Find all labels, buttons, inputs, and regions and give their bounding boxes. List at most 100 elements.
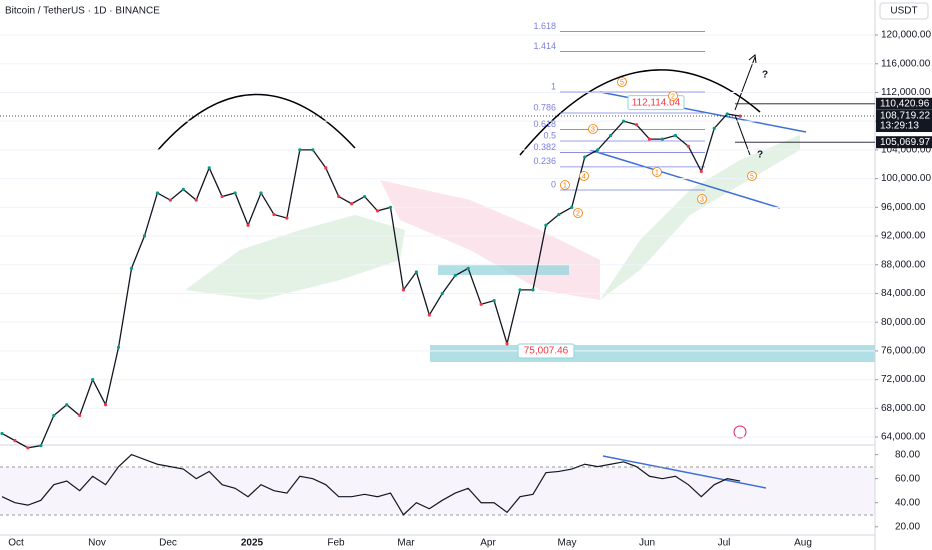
price-point [570, 205, 574, 209]
price-point [26, 446, 30, 450]
price-point [466, 266, 470, 270]
price-point [350, 202, 354, 206]
price-point [155, 191, 159, 195]
fib-label: 0.236 [533, 156, 556, 166]
fib-label: 0.618 [533, 119, 556, 129]
y-tick-label: 116,000.00 [881, 58, 931, 69]
x-tick-label: 2025 [241, 538, 264, 549]
rsi-tick-label: 40.00 [895, 497, 920, 508]
price-point [725, 112, 729, 116]
price-point [479, 302, 483, 306]
question-mark: ? [757, 150, 763, 161]
price-point [440, 291, 444, 296]
zone [430, 345, 875, 362]
fib-label: 1.618 [533, 21, 556, 31]
price-point [233, 191, 237, 195]
wave-circle [668, 91, 678, 101]
price-point [518, 288, 522, 292]
price-point [363, 194, 367, 199]
price-point [324, 166, 328, 170]
question-mark: ? [762, 70, 768, 81]
price-point [246, 223, 250, 227]
price-point [78, 413, 82, 418]
rsi-tick-label: 60.00 [895, 473, 920, 484]
x-tick-label: Nov [88, 538, 106, 549]
wave-label: 3 [700, 196, 704, 203]
wave-circle [579, 171, 589, 181]
price-point [52, 413, 56, 418]
rsi-trend-line [602, 455, 767, 489]
price-point [129, 266, 134, 270]
price-point [712, 126, 716, 130]
x-tick-label: Aug [794, 538, 812, 549]
arc [519, 69, 761, 156]
arrow-head [748, 54, 757, 64]
price-point [181, 187, 185, 191]
price-line [1, 113, 741, 449]
price-point [686, 144, 690, 148]
fib-label: 0.5 [543, 130, 556, 140]
y-tick-label: 112,000.00 [881, 87, 931, 98]
price-marker-label: 108,719.22 [880, 111, 930, 122]
price-point [207, 166, 211, 170]
price-point [596, 148, 600, 152]
price-marker-box [876, 110, 932, 133]
wave-label: 4 [582, 173, 586, 180]
price-point [311, 148, 315, 152]
wave-label: 1 [655, 169, 659, 176]
wave-label: 2 [576, 210, 580, 217]
wave-circle [652, 167, 662, 177]
price-point [453, 273, 457, 278]
y-tick-label: 68,000.00 [881, 403, 926, 414]
y-tick-label: 120,000.00 [881, 30, 931, 41]
price-point [557, 212, 561, 217]
price-point [220, 194, 224, 199]
price-marker-box [876, 97, 932, 110]
fib-label: 0 [551, 179, 556, 189]
x-tick-label: Feb [327, 538, 345, 549]
price-point [375, 209, 380, 213]
fib-label: 1.414 [533, 41, 556, 51]
x-tick-label: Oct [8, 538, 24, 549]
price-point [285, 216, 289, 220]
x-tick-label: Dec [159, 538, 177, 549]
wave-label: 2 [671, 93, 675, 100]
y-tick-label: 84,000.00 [881, 288, 926, 299]
rsi-band [0, 467, 875, 515]
price-point [583, 155, 587, 159]
wave-circle [560, 180, 570, 190]
price-point [647, 137, 652, 141]
zone [438, 265, 569, 275]
price-point [104, 403, 108, 407]
price-point [609, 133, 613, 138]
price-point [13, 439, 17, 443]
countdown: 13:29:13 [880, 121, 919, 132]
y-tick-label: 80,000.00 [881, 317, 926, 328]
rsi-line [1, 453, 741, 516]
wave-label: 5 [620, 79, 624, 86]
x-tick-label: Jun [639, 538, 655, 549]
price-point [65, 403, 69, 407]
wave-circle [697, 194, 707, 204]
rsi-tick-label: 80.00 [895, 449, 920, 460]
fib-label: 0.786 [533, 102, 556, 112]
price-point [194, 198, 198, 202]
price-point [505, 342, 509, 346]
chart-title: Bitcoin / TetherUS · 1D · BINANCE [5, 6, 160, 17]
price-point [401, 288, 406, 292]
price-point [116, 345, 121, 349]
y-tick-label: 64,000.00 [881, 432, 926, 443]
price-point [427, 313, 431, 317]
price-point [0, 431, 4, 436]
arc [157, 93, 356, 151]
x-tick-label: Jul [718, 538, 731, 549]
price-marker-label: 105,069.97 [880, 137, 930, 148]
y-tick-label: 92,000.00 [881, 231, 926, 242]
wave-label: 3 [591, 126, 595, 133]
price-point [699, 169, 703, 174]
price-point [388, 205, 393, 209]
price-point [622, 119, 626, 123]
price-point [91, 378, 95, 382]
wave-circle [573, 208, 583, 218]
